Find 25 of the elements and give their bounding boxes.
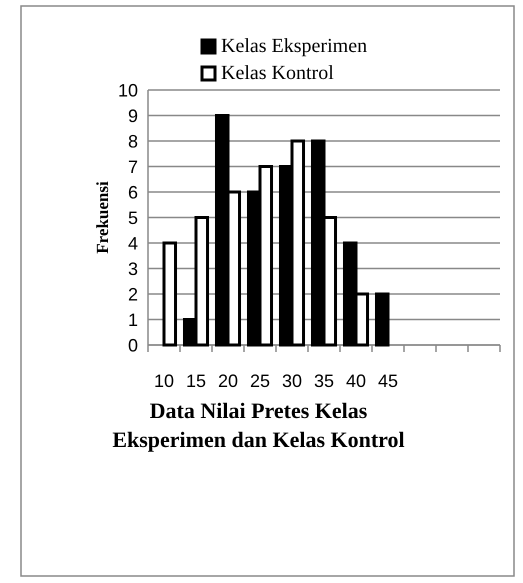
x-tick-label: 25: [250, 371, 270, 391]
y-tick-label: 0: [128, 335, 138, 356]
x-tick-label: 45: [378, 371, 398, 391]
y-axis-title: Frekuensi: [93, 181, 112, 254]
x-tick-label: 40: [346, 371, 366, 391]
x-tick-label: 10: [154, 371, 174, 391]
y-tick-label: 5: [128, 208, 138, 228]
x-tick-label: 30: [282, 371, 302, 391]
legend-label: Kelas Eksperimen: [221, 35, 368, 57]
y-tick-label: 10: [118, 80, 138, 100]
y-tick-label: 7: [128, 156, 138, 177]
y-tick-label: 4: [128, 233, 138, 254]
bar: [374, 292, 390, 346]
x-tick-label: 20: [218, 371, 238, 391]
legend-label: Kelas Kontrol: [221, 62, 334, 84]
y-tick-label: 2: [128, 284, 138, 304]
y-tick-label: 3: [128, 258, 138, 279]
text: Data Nilai Pretes Kelas Eksperimen dan Kelas Kontrol: [112, 398, 405, 452]
y-tick-label: 6: [128, 182, 138, 202]
bar: [162, 242, 178, 346]
x-tick-label: 15: [186, 371, 206, 391]
y-tick-label: 8: [128, 131, 138, 152]
y-tick-label: 1: [128, 310, 138, 330]
y-tick-label: 9: [128, 106, 138, 126]
x-tick-label: 35: [314, 371, 334, 391]
